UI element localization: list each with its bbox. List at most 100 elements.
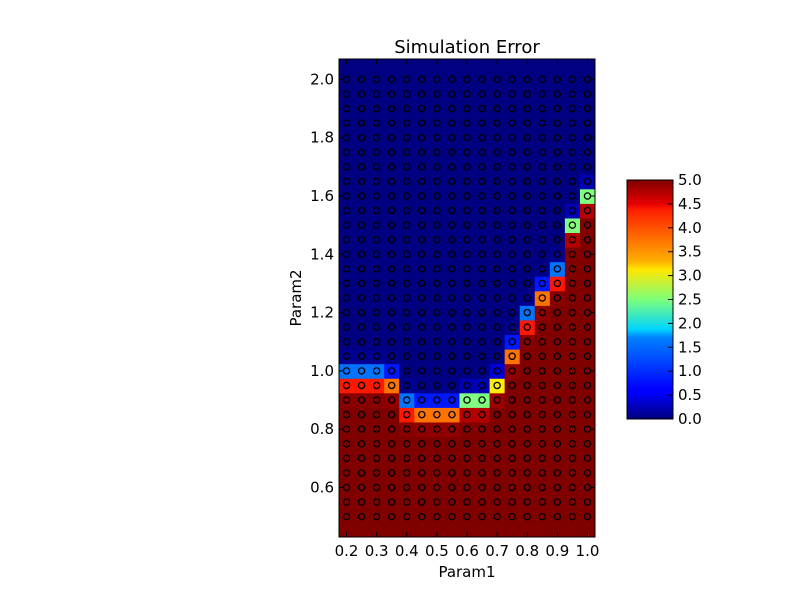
heatmap-cell: [549, 232, 566, 248]
sample-point: [553, 119, 562, 127]
sample-point: [342, 294, 351, 302]
sample-point: [418, 294, 426, 302]
sample-point: [508, 75, 516, 84]
sample-point: [493, 221, 501, 229]
heatmap-cell: [474, 363, 491, 379]
y-axis-title: Param2: [287, 269, 305, 326]
heatmap-cell: [474, 334, 491, 350]
sample-point: [538, 75, 547, 84]
heatmap-cell: [564, 217, 581, 234]
heatmap-cell: [384, 319, 400, 336]
sample-point: [448, 337, 456, 346]
sample-point: [508, 104, 516, 113]
sample-point: [583, 439, 592, 448]
heatmap-cell: [474, 232, 491, 248]
heatmap-cell: [489, 246, 506, 263]
sample-point: [357, 221, 366, 229]
heatmap-cell: [474, 465, 491, 481]
heatmap-cell: [459, 203, 476, 219]
y-tick-label: 2.0: [310, 70, 334, 88]
heatmap-cell: [399, 319, 415, 336]
heatmap-cell: [399, 465, 415, 481]
sample-point: [523, 294, 531, 302]
sample-point: [448, 425, 456, 433]
heatmap-cell: [474, 217, 491, 234]
sample-point: [387, 498, 396, 506]
sample-point: [403, 498, 411, 506]
sample-point: [508, 323, 516, 331]
heatmap-cell: [384, 261, 400, 277]
sample-point: [448, 396, 456, 404]
heatmap-cell: [384, 130, 400, 146]
heatmap-cell: [399, 203, 415, 219]
heatmap-cell: [579, 319, 595, 336]
heatmap-cell: [414, 480, 430, 496]
sample-point: [493, 192, 501, 200]
heatmap-cell: [354, 480, 370, 496]
sample-point: [568, 133, 577, 142]
heatmap-cell: [354, 203, 370, 219]
sample-point: [448, 250, 456, 259]
heatmap-cell: [489, 494, 506, 510]
sample-point: [478, 469, 486, 477]
heatmap-cell: [384, 378, 400, 394]
y-tick-label: 1.0: [310, 362, 334, 380]
heatmap-cell: [414, 451, 430, 467]
heatmap-cell: [429, 203, 446, 219]
heatmap-cell: [369, 407, 385, 423]
sample-point: [357, 352, 366, 361]
sample-point: [463, 192, 471, 200]
sample-point: [568, 367, 577, 375]
heatmap-cell: [414, 436, 430, 452]
sample-point: [553, 148, 562, 157]
heatmap-cell: [489, 363, 506, 379]
sample-point: [357, 148, 366, 157]
heatmap-cell: [339, 203, 355, 219]
sample-point: [372, 104, 381, 113]
heatmap-cell: [384, 276, 400, 292]
heatmap-cell: [399, 232, 415, 248]
sample-point: [523, 454, 531, 463]
heatmap-cell: [459, 349, 476, 365]
sample-point: [403, 104, 411, 113]
heatmap-cell: [444, 349, 461, 365]
heatmap-cell: [519, 217, 536, 234]
sample-point: [433, 250, 441, 259]
sample-point: [583, 454, 592, 463]
sample-point: [508, 279, 516, 288]
heatmap-cell: [549, 115, 566, 132]
sample-point: [372, 439, 381, 448]
heatmap-cell: [459, 319, 476, 336]
sample-point: [418, 498, 426, 506]
heatmap-cell: [339, 246, 355, 263]
sample-point: [583, 163, 592, 171]
heatmap-cell: [459, 480, 476, 496]
heatmap-cell: [354, 305, 370, 321]
heatmap-cell: [414, 363, 430, 379]
heatmap-cell: [504, 319, 521, 336]
heatmap-cell: [354, 451, 370, 467]
chart-title: Simulation Error: [394, 37, 540, 58]
sample-point: [357, 337, 366, 346]
heatmap-cell: [384, 115, 400, 132]
sample-point: [553, 483, 562, 492]
heatmap-cell: [339, 480, 355, 496]
sample-point: [403, 192, 411, 200]
heatmap-cell: [549, 290, 566, 306]
x-tick-label: 0.2: [335, 542, 359, 560]
sample-point: [433, 308, 441, 317]
sample-point: [538, 294, 547, 302]
sample-point: [478, 104, 486, 113]
sample-point: [357, 483, 366, 492]
heatmap-cell: [354, 334, 370, 350]
heatmap-cell: [354, 101, 370, 117]
heatmap-cell: [369, 276, 385, 292]
heatmap-cell: [414, 319, 430, 336]
heatmap-cell: [414, 130, 430, 146]
heatmap-cell: [474, 174, 491, 190]
heatmap-cell: [519, 246, 536, 263]
heatmap-cell: [549, 159, 566, 175]
heatmap-cell: [489, 480, 506, 496]
heatmap-cell: [414, 261, 430, 277]
